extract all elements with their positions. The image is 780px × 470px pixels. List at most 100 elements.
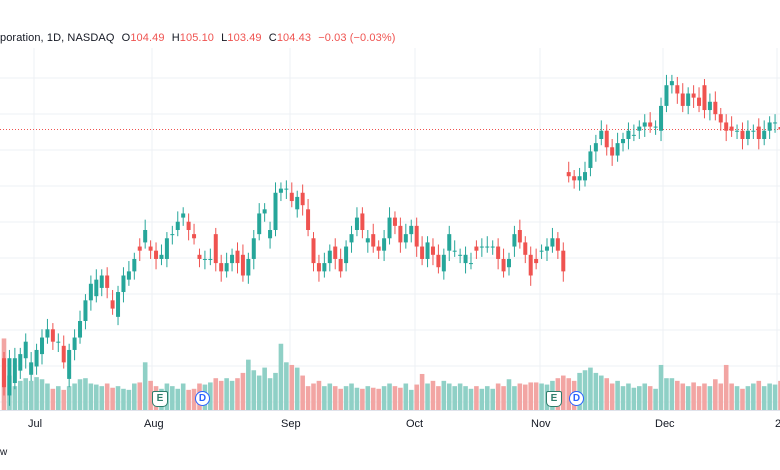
volume-bar bbox=[273, 372, 278, 410]
candle-body bbox=[257, 213, 262, 235]
volume-bar bbox=[294, 367, 300, 410]
volume-bar bbox=[387, 383, 392, 410]
x-tick-label: Sep bbox=[281, 418, 301, 430]
candle-body bbox=[311, 238, 316, 264]
volume-bar bbox=[218, 380, 224, 410]
volume-bar bbox=[669, 378, 675, 410]
volume-bar bbox=[740, 388, 745, 410]
candle-body bbox=[349, 234, 354, 243]
earnings-event-icon[interactable]: E bbox=[546, 391, 562, 407]
volume-bar bbox=[772, 384, 778, 410]
dividend-event-icon[interactable]: D bbox=[195, 391, 210, 406]
x-tick-label: Jul bbox=[28, 418, 43, 430]
volume-bar bbox=[94, 384, 99, 410]
candle-body bbox=[468, 263, 473, 265]
candle-body bbox=[664, 85, 669, 106]
candle-body bbox=[121, 275, 126, 293]
volume-bar bbox=[392, 386, 398, 410]
candle-body bbox=[18, 354, 23, 371]
volume-bar bbox=[718, 383, 724, 410]
volume-bar bbox=[675, 380, 680, 410]
volume-bar bbox=[658, 364, 664, 410]
volume-bar bbox=[414, 384, 419, 410]
volume-bar bbox=[620, 386, 626, 410]
candle-body bbox=[262, 209, 267, 214]
candle-body bbox=[148, 246, 153, 251]
candle-body bbox=[403, 234, 408, 243]
candle-body bbox=[762, 130, 767, 139]
candle-body bbox=[56, 341, 61, 343]
candle-body bbox=[610, 147, 615, 156]
volume-bar bbox=[398, 387, 403, 410]
candle-body bbox=[479, 246, 484, 248]
volume-bar bbox=[522, 384, 528, 410]
dividend-event-icon[interactable]: D bbox=[569, 391, 584, 406]
candle-body bbox=[251, 238, 256, 259]
volume-bar bbox=[702, 383, 707, 410]
candle-body bbox=[208, 258, 213, 260]
low-label: L bbox=[221, 32, 228, 44]
candle-body bbox=[306, 209, 311, 230]
volume-bar bbox=[680, 383, 686, 410]
candle-body bbox=[327, 250, 332, 264]
volume-bar bbox=[338, 388, 343, 410]
candle-body bbox=[621, 139, 626, 144]
candle-body bbox=[224, 263, 229, 272]
volume-bar bbox=[441, 380, 447, 410]
volume-bar bbox=[262, 367, 267, 410]
x-tick-label: Oct bbox=[406, 418, 424, 430]
volume-bar bbox=[506, 379, 512, 410]
candle-body bbox=[583, 172, 588, 181]
candle-body bbox=[637, 126, 642, 131]
candle-body bbox=[675, 85, 680, 94]
volume-bar bbox=[430, 380, 436, 410]
candle-body bbox=[192, 234, 197, 239]
candle-body bbox=[83, 300, 88, 321]
candle-body bbox=[458, 254, 463, 256]
high-label: H bbox=[171, 32, 180, 44]
volume-bar bbox=[767, 383, 772, 410]
candle-body bbox=[316, 263, 321, 272]
candle-body bbox=[344, 246, 349, 264]
close-value: 104.43 bbox=[276, 32, 312, 44]
candle-body bbox=[577, 176, 582, 181]
candle-body bbox=[718, 114, 723, 123]
volume-bar bbox=[756, 380, 762, 410]
candle-body bbox=[441, 254, 446, 272]
candle-body bbox=[34, 349, 39, 367]
candle-body bbox=[686, 93, 691, 106]
volume-bar bbox=[251, 370, 257, 410]
candle-body bbox=[338, 258, 343, 272]
volume-bar bbox=[180, 383, 186, 410]
volume-bar bbox=[381, 386, 387, 410]
volume-bar bbox=[376, 388, 381, 410]
volume-bar bbox=[609, 383, 615, 410]
candle-body bbox=[566, 172, 571, 177]
volume-bar bbox=[474, 386, 479, 410]
volume-bar bbox=[229, 380, 235, 410]
volume-bar bbox=[83, 378, 88, 410]
candle-body bbox=[528, 254, 533, 276]
volume-bar bbox=[582, 370, 588, 410]
volume-bar bbox=[256, 375, 262, 410]
volume-bar bbox=[349, 383, 354, 410]
candle-body bbox=[615, 143, 620, 156]
candle-body bbox=[659, 105, 664, 131]
candle-body bbox=[452, 250, 457, 252]
candle-body bbox=[485, 246, 490, 248]
candle-body bbox=[409, 225, 414, 235]
volume-bar bbox=[343, 386, 349, 410]
candle-body bbox=[132, 258, 137, 272]
volume-bar bbox=[696, 386, 702, 410]
volume-bar bbox=[734, 386, 740, 410]
volume-bar bbox=[28, 380, 34, 410]
volume-bar bbox=[599, 375, 604, 410]
candle-body bbox=[517, 230, 522, 243]
candle-body bbox=[496, 246, 501, 259]
candle-body bbox=[382, 238, 387, 251]
candle-body bbox=[588, 151, 593, 168]
volume-bar bbox=[12, 386, 18, 410]
earnings-event-icon[interactable]: E bbox=[152, 391, 168, 407]
